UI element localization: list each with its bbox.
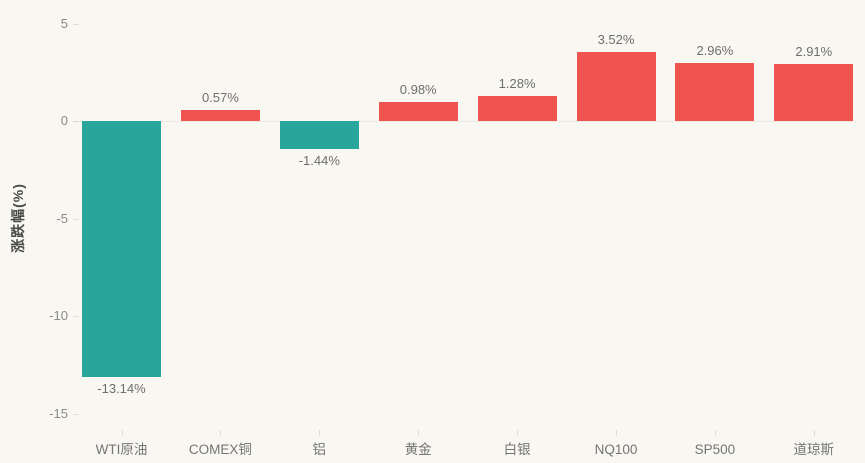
x-tick-label: NQ100 — [594, 442, 638, 457]
y-tick-mark — [73, 316, 79, 317]
y-tick-label: 5 — [60, 15, 68, 31]
y-tick-label: -10 — [49, 308, 68, 323]
y-tick-mark — [73, 121, 79, 122]
bar-2 — [279, 121, 359, 150]
x-tick-label: 白银 — [503, 442, 531, 457]
x-tick-label: 道琼斯 — [793, 442, 835, 457]
bar-5 — [576, 52, 656, 121]
x-tick-mark — [517, 430, 519, 436]
bar-0 — [82, 121, 161, 378]
bar-4 — [477, 96, 557, 121]
bar-1 — [180, 109, 260, 121]
y-tick-label: -15 — [49, 405, 68, 421]
bar-3 — [378, 101, 458, 121]
bar-value-label: -1.44% — [298, 153, 340, 169]
x-tick-mark — [714, 430, 716, 436]
y-tick-label: -5 — [56, 210, 68, 226]
x-tick-mark — [121, 430, 123, 436]
bar-value-label: 2.91% — [795, 44, 833, 60]
bar-value-label: 0.98% — [399, 81, 437, 97]
x-tick-label: SP500 — [694, 442, 736, 457]
x-tick-mark — [813, 430, 815, 436]
bar-value-label: 3.52% — [597, 32, 635, 48]
x-tick-mark — [616, 430, 617, 436]
bar-value-label: -13.14% — [97, 381, 146, 397]
x-tick-label: 铝 — [312, 442, 327, 457]
y-tick-mark — [73, 23, 79, 25]
x-tick-label: COMEX铜 — [188, 442, 252, 457]
bar-value-label: 1.28% — [498, 76, 536, 92]
y-axis-title: 涨跌幅(%) — [10, 183, 26, 253]
x-tick-mark — [418, 430, 420, 436]
bar-value-label: 0.57% — [201, 89, 239, 105]
x-tick-label: WTI原油 — [95, 442, 148, 457]
x-tick-label: 黄金 — [404, 442, 432, 457]
zero-baseline — [78, 121, 858, 122]
y-tick-label: 0 — [60, 113, 68, 128]
y-tick-mark — [73, 413, 79, 415]
x-tick-mark — [220, 430, 222, 436]
x-tick-mark — [319, 430, 321, 436]
bar-value-label: 2.96% — [696, 43, 734, 59]
bar-6 — [675, 63, 755, 121]
bar-7 — [774, 64, 854, 121]
y-tick-mark — [73, 218, 79, 220]
